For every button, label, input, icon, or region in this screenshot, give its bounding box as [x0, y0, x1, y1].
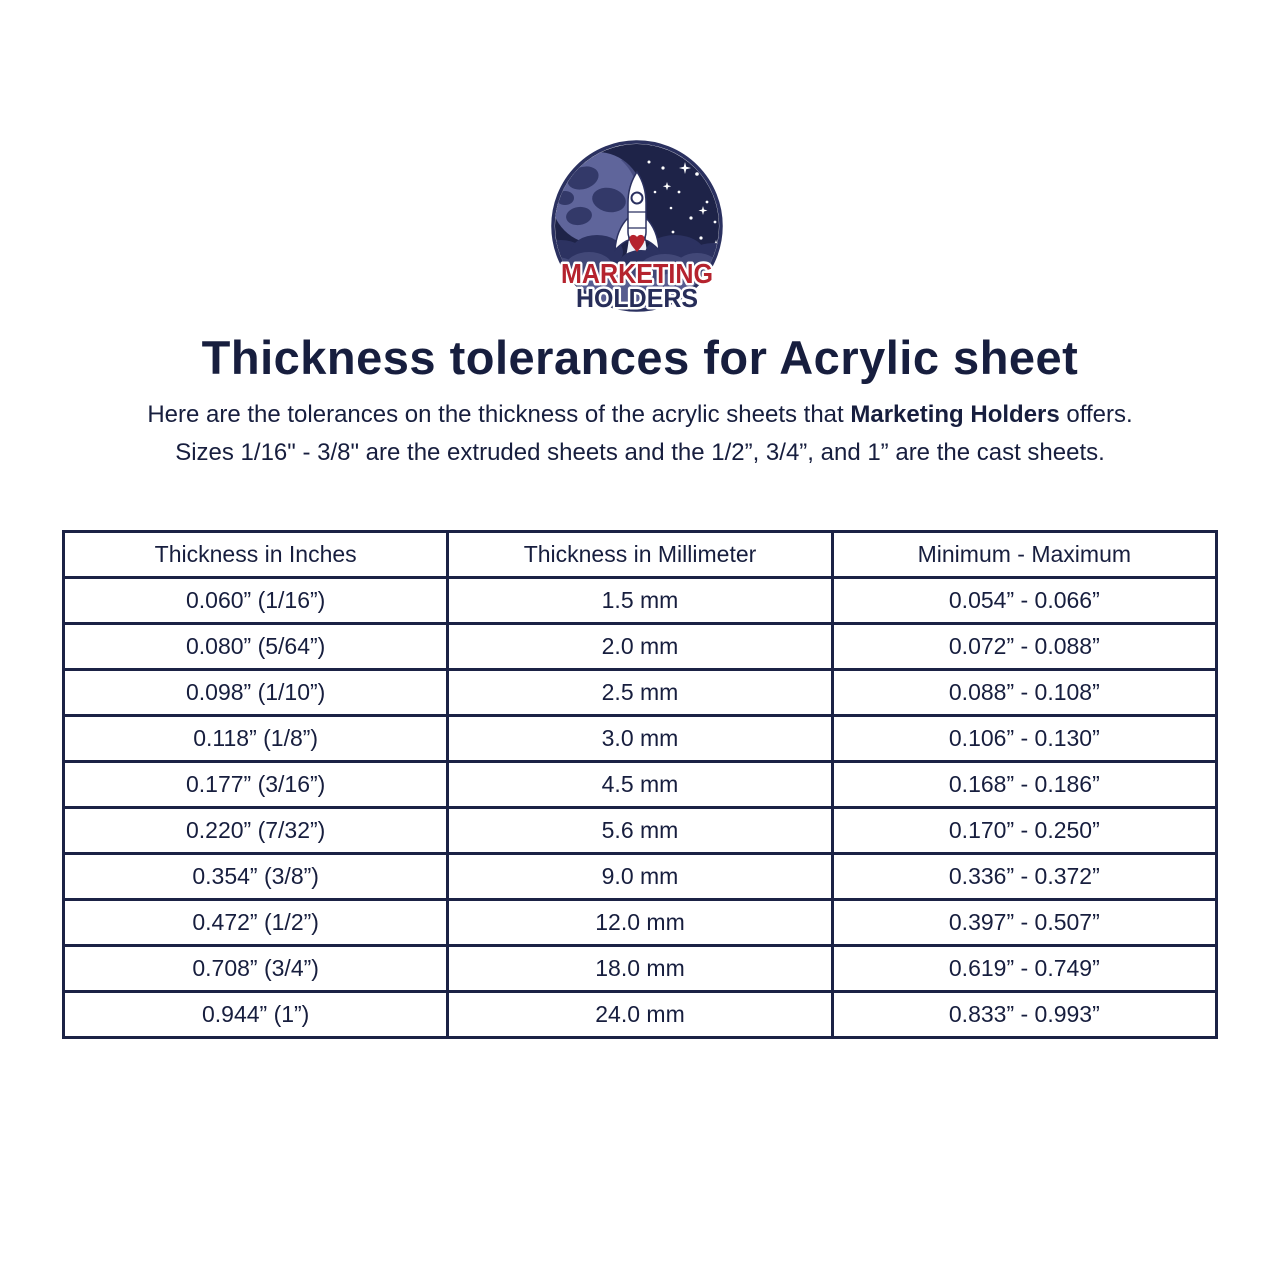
logo-text-holders: HOLDERS: [576, 283, 698, 313]
table-row: 0.060” (1/16”) 1.5 mm 0.054” - 0.066”: [61, 576, 1219, 625]
table-cell: 0.708” (3/4”): [61, 944, 450, 993]
table-cell: 0.336” - 0.372”: [830, 852, 1219, 901]
logo-text-marketing: MARKETING: [561, 258, 713, 289]
table-row: 0.177” (3/16”) 4.5 mm 0.168” - 0.186”: [61, 760, 1219, 809]
table-cell: 0.088” - 0.108”: [830, 668, 1219, 717]
heart-icon: [629, 234, 645, 252]
table-row: 0.944” (1”) 24.0 mm 0.833” - 0.993”: [61, 990, 1219, 1039]
table-row: 0.708” (3/4”) 18.0 mm 0.619” - 0.749”: [61, 944, 1219, 993]
table-cell: 0.072” - 0.088”: [830, 622, 1219, 671]
table-cell: 1.5 mm: [446, 576, 834, 625]
table-row: 0.098” (1/10”) 2.5 mm 0.088” - 0.108”: [61, 668, 1219, 717]
table-cell: 12.0 mm: [446, 898, 834, 947]
marketing-holders-logo: MARKETING HOLDERS: [545, 140, 735, 314]
intro-line2: Sizes 1/16" - 3/8" are the extruded shee…: [175, 439, 1105, 466]
table-cell: 0.354” (3/8”): [61, 852, 450, 901]
intro-line1-suffix: offers.: [1059, 401, 1133, 428]
table-row: 0.118” (1/8”) 3.0 mm 0.106” - 0.130”: [61, 714, 1219, 763]
table-cell: 0.168” - 0.186”: [830, 760, 1219, 809]
table-cell: 9.0 mm: [446, 852, 834, 901]
table-cell: 0.118” (1/8”): [61, 714, 450, 763]
table-cell: 0.833” - 0.993”: [830, 990, 1219, 1039]
logo-graphic: MARKETING HOLDERS: [551, 140, 723, 315]
table-cell: 0.397” - 0.507”: [830, 898, 1219, 947]
rocket-icon: [614, 170, 660, 252]
logo-wordmark: MARKETING HOLDERS: [559, 256, 716, 315]
table-cell: 0.619” - 0.749”: [830, 944, 1219, 993]
table-row: 0.080” (5/64”) 2.0 mm 0.072” - 0.088”: [61, 622, 1219, 671]
table-cell: 24.0 mm: [446, 990, 834, 1039]
table-cell: 4.5 mm: [446, 760, 834, 809]
intro-line1-bold: Marketing Holders: [850, 401, 1060, 428]
table-cell: 5.6 mm: [446, 806, 834, 855]
table-cell: 0.944” (1”): [61, 990, 450, 1039]
table-cell: 0.177” (3/16”): [61, 760, 450, 809]
table-body: 0.060” (1/16”) 1.5 mm 0.054” - 0.066” 0.080…: [61, 576, 1219, 1039]
intro-paragraph: Here are the tolerances on the thickness…: [0, 396, 1280, 472]
table-row: 0.220” (7/32”) 5.6 mm 0.170” - 0.250”: [61, 806, 1219, 855]
table-cell: 0.080” (5/64”): [61, 622, 450, 671]
table-header-row: Thickness in Inches Thickness in Millimet…: [61, 530, 1219, 579]
intro-line1: Here are the tolerances on the thickness…: [147, 401, 1132, 428]
table-cell: 2.5 mm: [446, 668, 834, 717]
table-cell: 2.0 mm: [446, 622, 834, 671]
column-header: Thickness in Inches: [61, 530, 450, 579]
table-cell: 0.220” (7/32”): [61, 806, 450, 855]
table-cell: 0.098” (1/10”): [61, 668, 450, 717]
table-cell: 0.054” - 0.066”: [830, 576, 1219, 625]
intro-line1-prefix: Here are the tolerances on the thickness…: [147, 401, 851, 428]
column-header: Thickness in Millimeter: [446, 530, 834, 579]
table-row: 0.472” (1/2”) 12.0 mm 0.397” - 0.507”: [61, 898, 1219, 947]
table-cell: 0.060” (1/16”): [61, 576, 450, 625]
table-cell: 0.472” (1/2”): [61, 898, 450, 947]
table-cell: 18.0 mm: [446, 944, 834, 993]
table-cell: 0.170” - 0.250”: [830, 806, 1219, 855]
table-cell: 0.106” - 0.130”: [830, 714, 1219, 763]
table-cell: 3.0 mm: [446, 714, 834, 763]
tolerance-table: Thickness in Inches Thickness in Millimet…: [61, 530, 1219, 1039]
page-title: Thickness tolerances for Acrylic sheet: [201, 331, 1079, 384]
table-row: 0.354” (3/8”) 9.0 mm 0.336” - 0.372”: [61, 852, 1219, 901]
column-header: Minimum - Maximum: [830, 530, 1219, 579]
